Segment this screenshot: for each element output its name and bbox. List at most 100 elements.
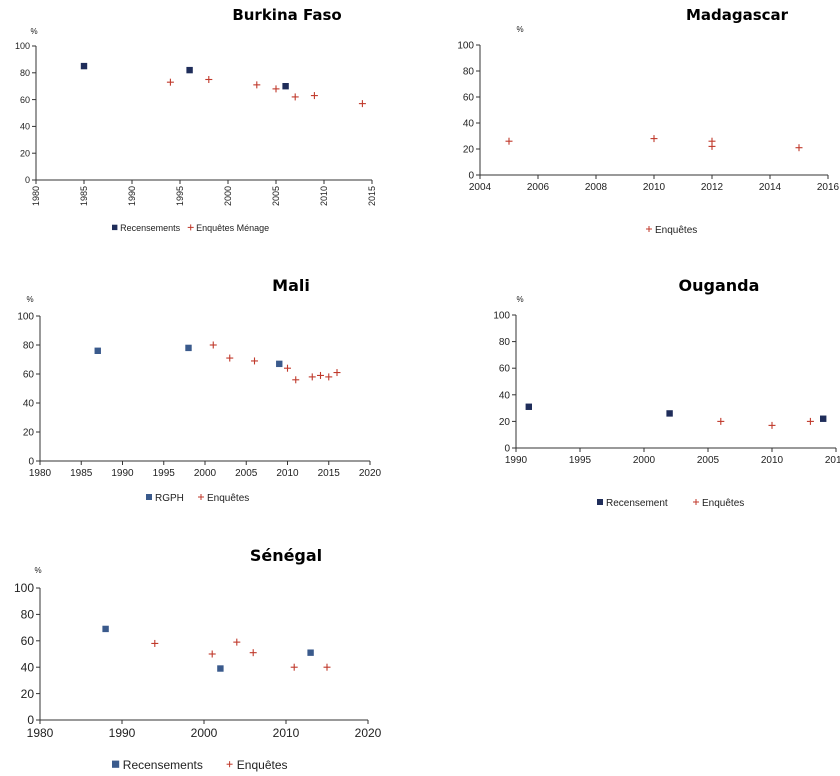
- y-tick-label: 40: [20, 122, 30, 132]
- x-tick-label: 1990: [127, 186, 137, 206]
- chart-burkina-faso: Burkina Faso% 0 20 40 60 80 100 1980 1985 1990 199…: [0, 0, 420, 250]
- data-point-plus: [292, 376, 300, 384]
- data-point-square: [80, 62, 88, 70]
- y-tick-label: 100: [457, 41, 474, 52]
- data-point-square: [307, 649, 314, 656]
- data-point-square: [186, 66, 193, 74]
- x-tick-label: 2015: [825, 455, 840, 466]
- data-point-plus: [358, 100, 366, 108]
- chart-title: Ouganda: [679, 276, 760, 295]
- data-point-plus: [209, 341, 217, 349]
- chart-title: Madagascar: [686, 6, 789, 24]
- y-tick-label: 80: [20, 68, 30, 78]
- data-point-plus: [290, 663, 298, 671]
- data-point-plus: [717, 417, 725, 425]
- data-point-plus: [325, 373, 333, 381]
- data-point-square: [820, 415, 827, 422]
- x-tick-label: 2000: [191, 726, 218, 740]
- data-point-plus: [166, 78, 174, 86]
- y-tick-label: 60: [21, 634, 35, 648]
- data-point-plus: [308, 373, 316, 381]
- data-point-square: [276, 360, 283, 368]
- y-axis-label: %: [26, 295, 33, 304]
- legend-label: Recensements: [123, 758, 203, 772]
- x-tick-label: 2004: [469, 182, 492, 193]
- y-tick-label: 80: [21, 608, 35, 622]
- x-tick-label: 2020: [355, 726, 382, 740]
- legend-marker-square: [597, 499, 603, 505]
- data-point-square: [666, 410, 673, 417]
- legend-marker-plus: [187, 224, 194, 231]
- x-tick-label: 1990: [505, 455, 528, 466]
- y-tick-label: 80: [463, 67, 475, 78]
- data-point-square: [217, 665, 224, 672]
- y-tick-label: 100: [15, 41, 30, 51]
- chart-ouganda: Ouganda% 0 20 40 60 80 100 1990 1995 2000 2005 2010…: [440, 270, 840, 510]
- legend-label: Recensement: [606, 498, 668, 509]
- x-tick-label: 1995: [175, 186, 185, 206]
- x-tick-label: 2015: [318, 468, 341, 479]
- data-point-plus: [233, 638, 241, 646]
- y-tick-label: 80: [499, 337, 511, 348]
- legend-marker-square: [112, 224, 118, 231]
- data-point-plus: [151, 639, 159, 647]
- chart-title: Sénégal: [250, 546, 322, 565]
- x-tick-label: 1990: [111, 468, 134, 479]
- chart-madagascar: Madagascar% 0 20 40 60 80 100 2004 2006 2008 2010 2…: [440, 0, 840, 250]
- legend-label: Enquêtes: [207, 493, 249, 504]
- data-point-square: [94, 347, 101, 354]
- x-tick-label: 2014: [759, 182, 782, 193]
- x-tick-label: 1995: [153, 468, 176, 479]
- y-tick-label: 40: [21, 660, 35, 674]
- data-point-plus: [806, 417, 814, 425]
- y-axis-label: %: [30, 27, 37, 36]
- y-tick-label: 100: [17, 312, 34, 323]
- data-point-plus: [650, 135, 658, 143]
- x-tick-label: 2010: [319, 186, 329, 206]
- x-tick-label: 2008: [585, 182, 608, 193]
- x-tick-label: 2005: [697, 455, 720, 466]
- y-tick-label: 0: [504, 444, 510, 455]
- x-tick-label: 1995: [569, 455, 592, 466]
- y-axis-label: %: [516, 25, 523, 34]
- chart-senegal: Sénégal% 0 20 40 60 80 100 1980 1990 2000 2010 2020…: [0, 540, 420, 776]
- data-point-plus: [291, 93, 299, 101]
- y-tick-label: 100: [14, 581, 34, 595]
- data-point-square: [185, 344, 192, 352]
- x-tick-label: 2006: [527, 182, 550, 193]
- legend-marker-square: [112, 760, 120, 768]
- x-tick-label: 2000: [633, 455, 656, 466]
- chart-svg: Burkina Faso% 0 20 40 60 80 100 1980 1985 1990 199…: [15, 6, 377, 233]
- data-point-plus: [284, 364, 291, 372]
- data-point-plus: [208, 650, 216, 658]
- legend-marker-plus: [226, 761, 233, 768]
- legend-marker-square: [146, 494, 152, 500]
- chart-title: Mali: [272, 276, 310, 295]
- y-tick-label: 60: [23, 370, 35, 381]
- y-tick-label: 80: [23, 341, 35, 352]
- y-tick-label: 0: [27, 713, 34, 727]
- legend-label: Enquêtes Ménage: [196, 223, 269, 233]
- legend-marker-plus: [198, 494, 204, 500]
- data-point-plus: [795, 144, 803, 152]
- x-tick-label: 1985: [70, 468, 93, 479]
- data-point-plus: [226, 354, 234, 362]
- data-point-plus: [253, 81, 261, 89]
- y-tick-label: 0: [28, 457, 34, 468]
- x-tick-label: 2005: [235, 468, 258, 479]
- legend-label: RGPH: [155, 493, 184, 504]
- y-axis-label: %: [34, 566, 41, 575]
- legend-label: Enquêtes: [655, 225, 697, 236]
- data-point-plus: [317, 371, 324, 379]
- chart-title: Burkina Faso: [232, 6, 341, 24]
- y-tick-label: 20: [499, 417, 511, 428]
- legend-marker-plus: [646, 226, 652, 232]
- data-point-square: [102, 625, 109, 633]
- chart-mali: Mali% 0 20 40 60 80 100 1980 1985 1990 1995 2000 200…: [0, 270, 420, 510]
- x-tick-label: 2010: [761, 455, 784, 466]
- chart-svg: Ouganda% 0 20 40 60 80 100 1990 1995 2000 2005 2010…: [493, 276, 840, 509]
- y-tick-label: 60: [499, 364, 511, 375]
- data-point-square: [525, 403, 532, 410]
- data-point-plus: [333, 369, 341, 377]
- y-tick-label: 20: [463, 145, 475, 156]
